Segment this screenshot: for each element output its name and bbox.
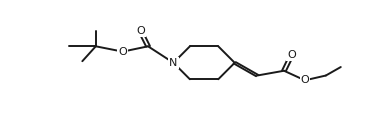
Text: O: O	[136, 26, 145, 36]
Text: N: N	[169, 58, 178, 68]
Text: O: O	[287, 50, 296, 60]
Text: O: O	[118, 47, 127, 57]
Text: O: O	[301, 75, 309, 85]
